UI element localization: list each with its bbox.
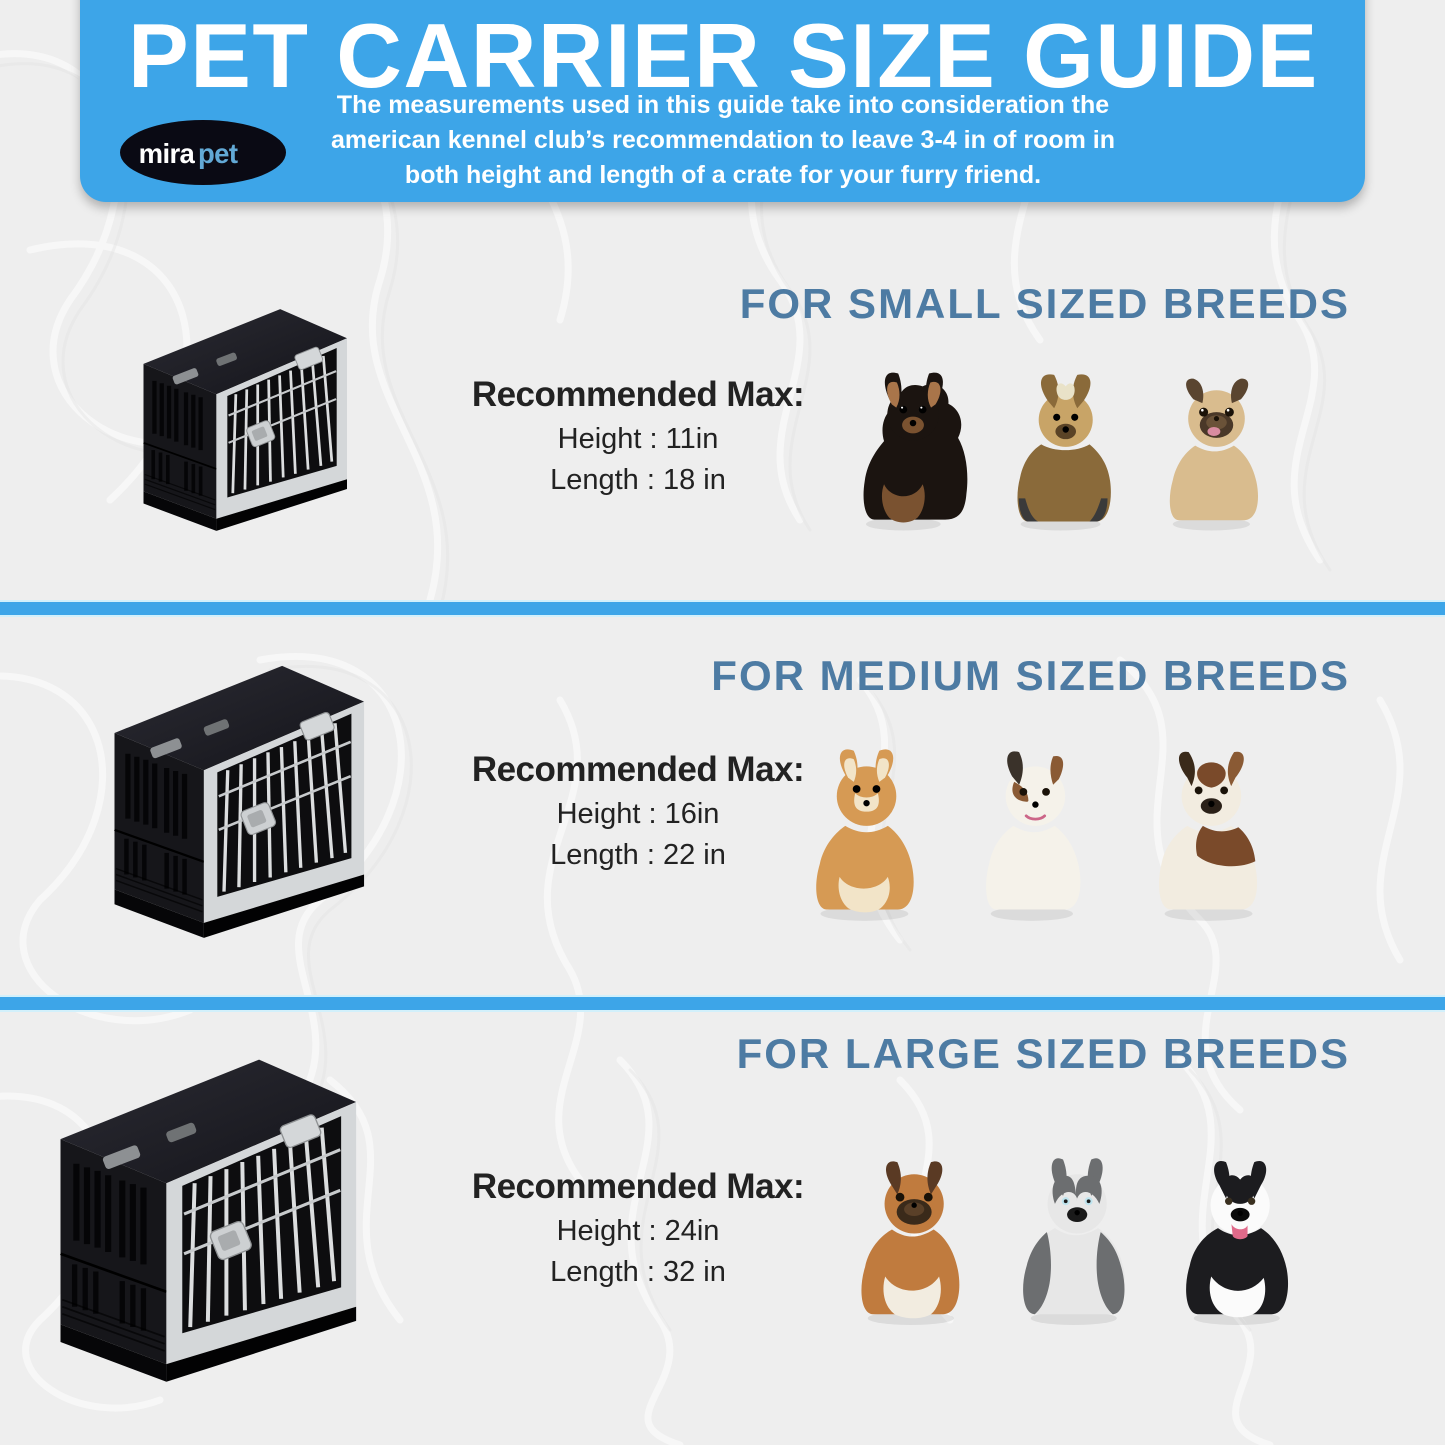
svg-text:pet: pet [198, 138, 238, 169]
svg-text:mira: mira [139, 138, 196, 169]
